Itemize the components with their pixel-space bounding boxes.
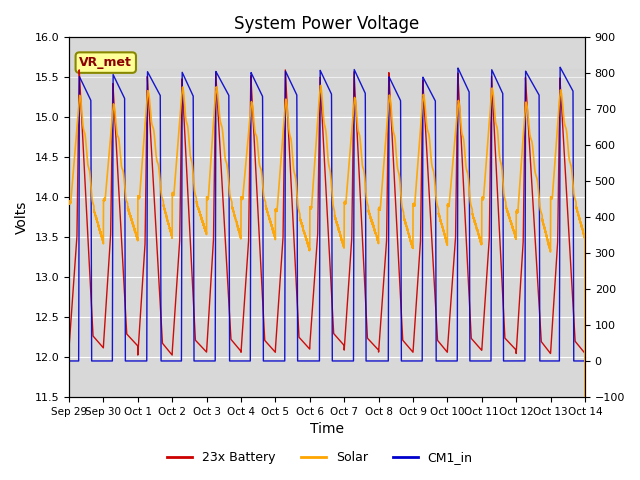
X-axis label: Time: Time [310, 422, 344, 436]
Legend: 23x Battery, Solar, CM1_in: 23x Battery, Solar, CM1_in [163, 446, 477, 469]
Bar [69, 69, 585, 113]
Y-axis label: Volts: Volts [15, 201, 29, 234]
Text: VR_met: VR_met [79, 56, 132, 69]
Title: System Power Voltage: System Power Voltage [234, 15, 420, 33]
